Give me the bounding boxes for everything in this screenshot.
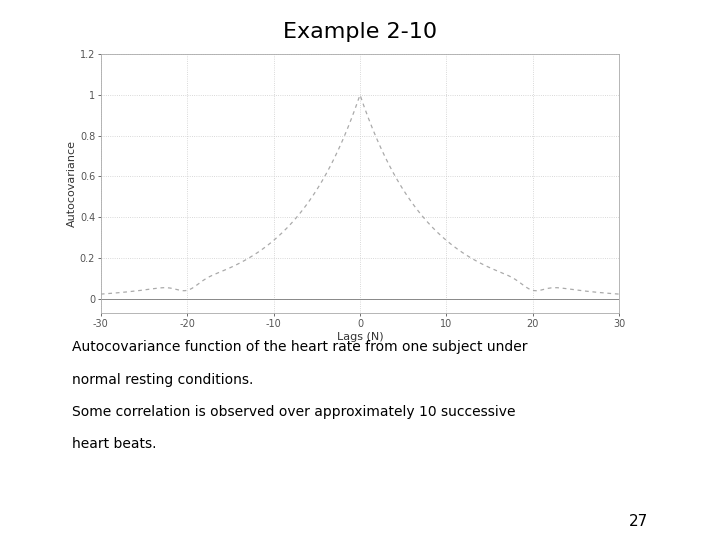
X-axis label: Lags (N): Lags (N) — [337, 332, 383, 341]
Text: Autocovariance function of the heart rate from one subject under: Autocovariance function of the heart rat… — [72, 340, 528, 354]
Text: Example 2-10: Example 2-10 — [283, 22, 437, 42]
Text: normal resting conditions.: normal resting conditions. — [72, 373, 253, 387]
Text: Some correlation is observed over approximately 10 successive: Some correlation is observed over approx… — [72, 405, 516, 419]
Text: heart beats.: heart beats. — [72, 437, 156, 451]
Y-axis label: Autocovariance: Autocovariance — [67, 140, 77, 227]
Text: 27: 27 — [629, 514, 648, 529]
